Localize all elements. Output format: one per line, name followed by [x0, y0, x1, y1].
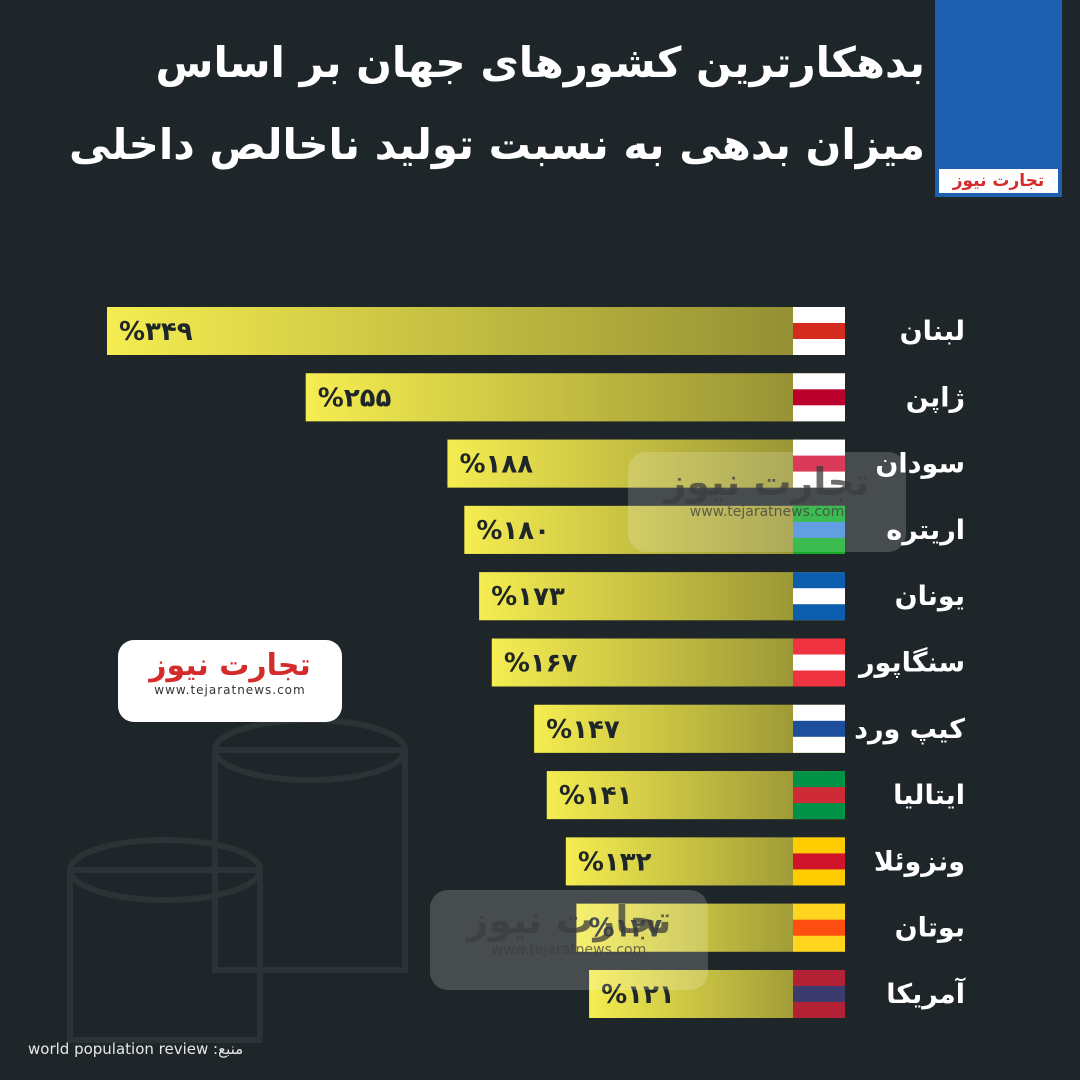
watermark: تجارت نیوز www.tejaratnews.com — [628, 452, 906, 552]
flag-stripe — [793, 787, 845, 804]
watermark-name: تجارت نیوز — [466, 898, 672, 942]
flag-stripe — [793, 389, 845, 406]
title-line: میزان بدهی به نسبت تولید ناخالص داخلی — [68, 120, 925, 169]
category-label: بوتان — [895, 913, 965, 944]
watermark: تجارت نیوز www.tejaratnews.com — [430, 890, 708, 990]
value-label: %۱۸۸ — [459, 450, 533, 480]
value-label: %۱۸۰ — [476, 516, 550, 546]
category-label: آمریکا — [886, 977, 965, 1010]
value-label: %۱۷۳ — [491, 582, 565, 612]
flag-stripe — [793, 654, 845, 671]
bar-shade — [464, 505, 845, 554]
flag-stripe — [793, 720, 845, 737]
source: منبع: world population review — [28, 1040, 244, 1058]
value-label: %۲۵۵ — [318, 383, 392, 413]
flag-stripe — [793, 521, 845, 538]
brand-box: تجارت نیوز — [935, 0, 1062, 197]
bar-shade — [447, 439, 845, 488]
category-label: سودان — [875, 449, 965, 480]
category-label: لبنان — [900, 316, 965, 347]
value-label: %۱۳۲ — [578, 847, 652, 877]
coins — [67, 717, 408, 1043]
value-label: %۱۴۷ — [546, 715, 620, 745]
value-label: %۱۶۷ — [504, 649, 578, 679]
bar-shade — [491, 638, 845, 687]
bar-shade — [305, 373, 845, 422]
flag-stripe — [793, 853, 845, 870]
flag-stripe — [793, 919, 845, 936]
flag-stripe — [793, 588, 845, 605]
category-label: ایتالیا — [893, 780, 965, 811]
logo-name: تجارت نیوز — [149, 648, 311, 683]
value-label: %۱۴۱ — [559, 781, 633, 811]
title-line: بدهکارترین کشورهای جهان بر اساس — [155, 38, 925, 87]
bar-shade — [107, 307, 845, 355]
flag-stripe — [793, 455, 845, 472]
logo-url: www.tejaratnews.com — [154, 683, 306, 697]
value-label: %۱۲۷ — [588, 914, 662, 944]
flag-stripe — [793, 323, 845, 339]
watermark-name: تجارت نیوز — [664, 460, 870, 504]
value-label: %۳۴۹ — [119, 317, 193, 347]
bar-shade — [479, 572, 845, 621]
category-label: اریتره — [886, 515, 965, 546]
category-label: کیپ ورد — [854, 714, 965, 745]
category-label: ونزوئلا — [874, 846, 965, 877]
category-label: سنگاپور — [857, 647, 965, 679]
flag-stripe — [793, 986, 845, 1002]
brand-name: تجارت نیوز — [939, 169, 1058, 193]
value-label: %۱۲۱ — [601, 980, 675, 1010]
category-label: یونان — [895, 581, 965, 612]
watermark-url: www.tejaratnews.com — [689, 504, 845, 520]
logo: تجارت نیوز www.tejaratnews.com — [118, 640, 342, 722]
watermark-url: www.tejaratnews.com — [491, 942, 647, 958]
category-label: ژاپن — [906, 382, 965, 413]
